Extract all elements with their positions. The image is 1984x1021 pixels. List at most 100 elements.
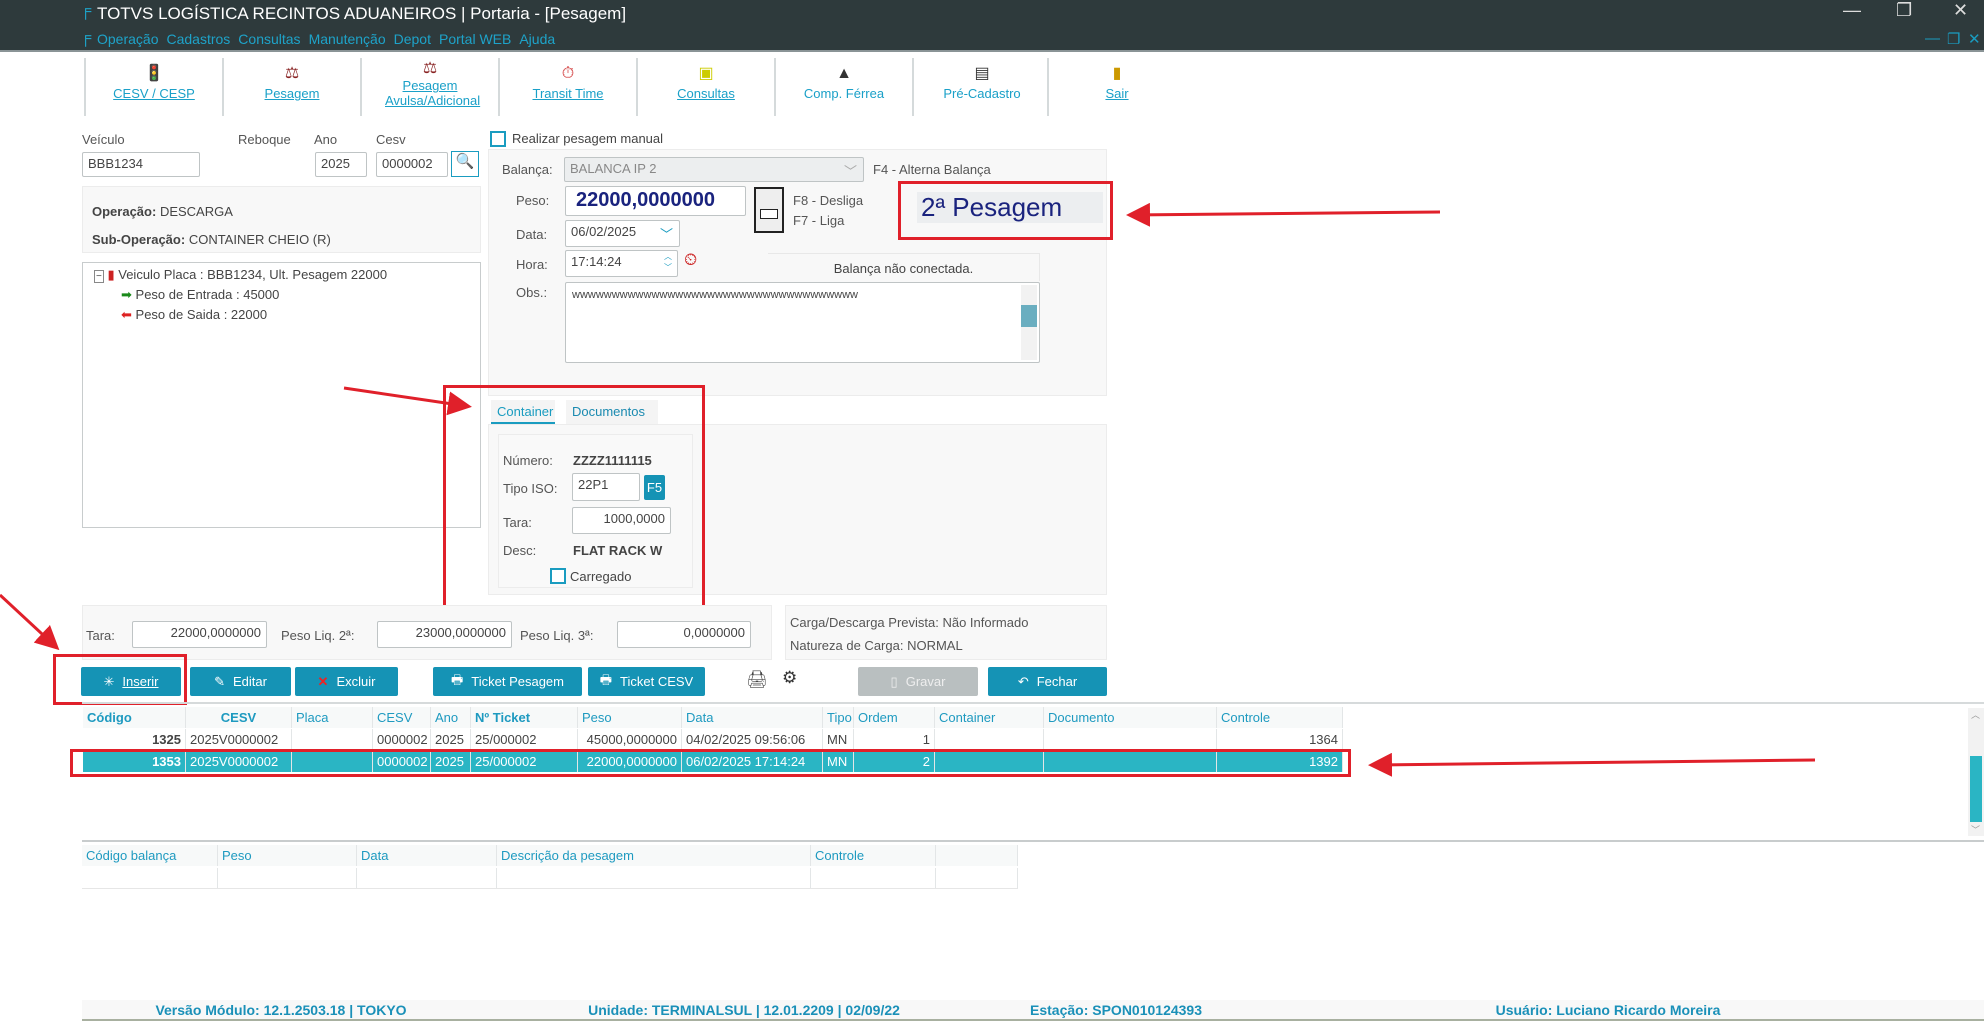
toolbar-pesagem-avulsa[interactable]: ⚖ Pesagem Avulsa/Adicional [360,58,498,116]
column-header[interactable]: Controle [1217,707,1343,728]
table-cell[interactable] [935,729,1044,750]
gravar-button[interactable]: ▯ Gravar [858,667,978,696]
column-header[interactable]: CESV [373,707,431,728]
table-cell[interactable]: 04/02/2025 09:56:06 [682,729,823,750]
obs-scrollbar[interactable] [1021,285,1037,360]
scroll-up-icon[interactable]: ︿ [1971,710,1981,720]
toolbar-pesagem[interactable]: ⚖ Pesagem [222,58,360,116]
empty-cell[interactable] [218,868,357,889]
toolbar-cesv-cesp[interactable]: 🚦 CESV / CESP [84,58,222,116]
toolbar-pre-cadastro[interactable]: ▤ Pré-Cadastro [912,58,1050,116]
column-header[interactable]: CESV [186,707,292,728]
column-header[interactable]: Data [357,845,497,866]
peso-input[interactable]: 22000,0000000 [565,186,746,216]
fechar-button[interactable]: ↶ Fechar [988,667,1107,696]
table-cell[interactable] [292,729,373,750]
column-header[interactable]: Data [682,707,823,728]
gears-icon[interactable]: ⚙ [782,668,798,687]
scroll-thumb[interactable] [1970,756,1982,822]
column-header[interactable] [936,845,1018,866]
column-header[interactable]: Peso [218,845,357,866]
collapse-icon[interactable]: − [94,270,104,283]
table-cell[interactable] [292,751,373,772]
menu-manutencao[interactable]: Manutenção [308,31,386,47]
tree-item-entrada[interactable]: ➡ Peso de Entrada : 45000 [121,287,279,303]
table-cell[interactable]: 1 [854,729,935,750]
tab-documentos[interactable]: Documentos [566,400,658,424]
column-header[interactable]: Container [935,707,1044,728]
mdi-minimize-icon[interactable]: — [1925,30,1940,47]
data-picker[interactable]: 06/02/2025 ﹀ [565,220,680,247]
table-cell[interactable]: 0000002 [373,729,431,750]
table-cell[interactable]: 06/02/2025 17:14:24 [682,751,823,772]
column-header[interactable]: Ordem [854,707,935,728]
printer-config-icon[interactable]: 🖨 [746,670,768,689]
menu-cadastros[interactable]: Cadastros [166,31,231,47]
column-header[interactable]: Documento [1044,707,1217,728]
search-cesv-button[interactable]: 🔍 [451,151,479,177]
menu-consultas[interactable]: Consultas [238,31,301,47]
table-cell[interactable]: 45000,0000000 [578,729,682,750]
tara-total-input[interactable]: 22000,0000000 [132,621,267,648]
table-cell[interactable] [1044,751,1217,772]
toolbar-transit-time[interactable]: ⏱ Transit Time [498,58,636,116]
table-cell[interactable]: 1392 [1217,751,1343,772]
spinner-icon[interactable]: ︿ ﹀ [664,252,672,272]
table-cell[interactable]: 2025V0000002 [186,751,292,772]
ano-input[interactable]: 2025 [315,152,367,177]
inserir-button[interactable]: ✳ Inserir [81,667,181,696]
empty-cell[interactable] [811,868,936,889]
mdi-restore-icon[interactable]: ❐ [1947,31,1961,48]
empty-cell[interactable] [936,868,1018,889]
column-header[interactable]: Descrição da pesagem [497,845,811,866]
f5-button[interactable]: F5 [644,475,665,500]
table-cell[interactable]: MN [823,729,854,750]
close-icon[interactable]: ✕ [1953,0,1969,20]
empty-cell[interactable] [357,868,497,889]
grid-scrollbar[interactable]: ︿ ﹀ [1968,708,1984,836]
toolbar-sair[interactable]: ▮ Sair [1047,58,1185,116]
tipo-iso-input[interactable]: 22P1 [572,473,640,501]
table-cell[interactable]: 1364 [1217,729,1343,750]
obs-textarea[interactable]: wwwwwwwwwwwwwwwwwwwwwwwwwwwwwwwwwwww [565,282,1040,363]
menu-operacao[interactable]: Operação [97,31,159,47]
column-header[interactable]: Peso [578,707,682,728]
veiculo-input[interactable]: BBB1234 [82,152,200,177]
menu-portal-web[interactable]: Portal WEB [438,31,512,47]
column-header[interactable]: Placa [292,707,373,728]
clock-icon[interactable]: ⏲ [684,250,698,269]
menu-ajuda[interactable]: Ajuda [519,31,556,47]
table-cell[interactable]: 0000002 [373,751,431,772]
column-header[interactable]: Tipo [823,707,854,728]
cesv-input[interactable]: 0000002 [376,152,448,177]
table-cell[interactable]: 25/000002 [471,751,578,772]
column-header[interactable]: Código [83,707,186,728]
hora-input[interactable]: 17:14:24 ︿ ﹀ [565,250,678,277]
tab-container[interactable]: Container [491,400,555,424]
mdi-close-icon[interactable]: ✕ [1968,31,1981,48]
table-cell[interactable] [1044,729,1217,750]
excluir-button[interactable]: ✕ Excluir [295,667,398,696]
table-cell[interactable]: 25/000002 [471,729,578,750]
chevron-down-icon[interactable]: ﹀ [659,227,673,242]
menu-depot[interactable]: Depot [393,31,431,47]
scale-terminal-icon[interactable] [754,187,784,233]
table-cell[interactable]: 2025 [431,751,471,772]
column-header[interactable]: Controle [811,845,936,866]
table-cell[interactable]: 2025 [431,729,471,750]
ticket-pesagem-button[interactable]: 🖶 Ticket Pesagem [433,667,582,696]
tara-input[interactable]: 1000,0000 [572,507,671,534]
table-cell[interactable]: MN [823,751,854,772]
toolbar-consultas[interactable]: ▣ Consultas [636,58,774,116]
empty-cell[interactable] [497,868,811,889]
minimize-icon[interactable]: — [1843,0,1861,20]
editar-button[interactable]: ✎ Editar [190,667,291,696]
weighing-tree[interactable]: − ▮ Veiculo Placa : BBB1234, Ult. Pesage… [82,262,481,528]
tree-item-saida[interactable]: ⬅ Peso de Saida : 22000 [121,307,267,323]
empty-cell[interactable] [82,868,218,889]
toolbar-comp-ferrea[interactable]: ▲ Comp. Férrea [774,58,912,116]
table-cell[interactable] [935,751,1044,772]
peso-liq2-input[interactable]: 23000,0000000 [377,621,512,648]
ticket-cesv-button[interactable]: 🖶 Ticket CESV [588,667,705,696]
table-cell[interactable]: 2 [854,751,935,772]
